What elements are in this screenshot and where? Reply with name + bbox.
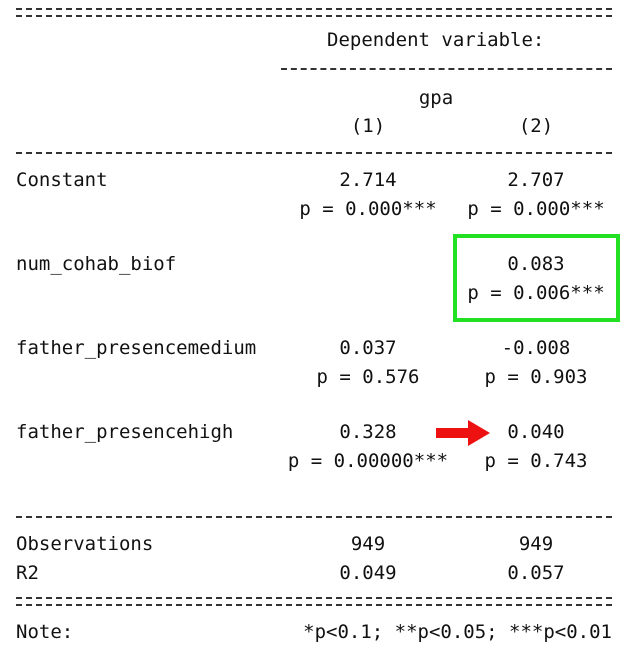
stats-top-rule (16, 516, 612, 518)
constant-col1-p: p = 0.000*** (299, 198, 437, 220)
row-label-observations: Observations (16, 533, 154, 555)
father-presence-medium-col1-p: p = 0.576 (316, 366, 420, 388)
constant-col2-coef: 2.707 (507, 169, 565, 191)
num-cohab-biof-col2-coef: 0.083 (507, 253, 565, 275)
note-text: *p<0.1; **p<0.05; ***p<0.01 (303, 621, 612, 643)
observations-col2: 949 (518, 533, 554, 555)
dependent-variable-label: Dependent variable: (327, 29, 545, 51)
father-presence-medium-col2-p: p = 0.903 (484, 366, 588, 388)
header-sub-rule (281, 68, 612, 70)
father-presence-high-col2-coef: 0.040 (507, 421, 565, 443)
note-label: Note: (16, 621, 74, 643)
r2-col1: 0.049 (339, 562, 397, 584)
father-presence-high-col1-coef: 0.328 (339, 421, 397, 443)
column-1-header: (1) (350, 115, 386, 137)
row-label-constant: Constant (16, 169, 108, 191)
top-double-rule (16, 8, 612, 17)
row-label-father-presence-high: father_presencehigh (16, 421, 234, 443)
variable-name-label: gpa (418, 87, 454, 109)
column-2-header: (2) (518, 115, 554, 137)
father-presence-medium-col2-coef: -0.008 (501, 337, 571, 359)
row-label-father-presence-medium: father_presencemedium (16, 337, 257, 359)
header-bottom-rule (16, 152, 612, 154)
highlight-box (453, 234, 620, 322)
observations-col1: 949 (350, 533, 386, 555)
father-presence-medium-col1-coef: 0.037 (339, 337, 397, 359)
father-presence-high-col1-p: p = 0.00000*** (287, 450, 449, 472)
row-label-num-cohab-biof: num_cohab_biof (16, 253, 177, 275)
num-cohab-biof-col2-p: p = 0.006*** (467, 282, 605, 304)
red-arrow-icon (436, 420, 490, 446)
constant-col2-p: p = 0.000*** (467, 198, 605, 220)
r2-col2: 0.057 (507, 562, 565, 584)
constant-col1-coef: 2.714 (339, 169, 397, 191)
row-label-r2: R2 (16, 562, 39, 584)
bottom-double-rule (16, 597, 612, 606)
father-presence-high-col2-p: p = 0.743 (484, 450, 588, 472)
